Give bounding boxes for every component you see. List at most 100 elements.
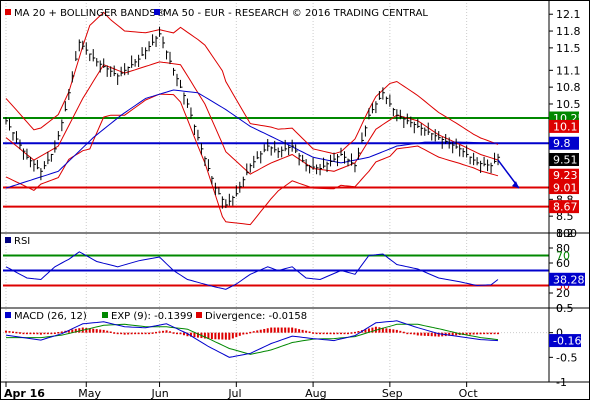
legend-label: EXP (9): -0.1399: [111, 311, 193, 322]
macd-divergence-bar: [301, 329, 304, 333]
macd-divergence-bar: [420, 332, 423, 336]
macd-divergence-bar: [95, 329, 98, 333]
macd-divergence-bar: [252, 331, 255, 333]
macd-divergence-bar: [217, 332, 220, 340]
macd-divergence-bar: [381, 327, 384, 333]
macd-divergence-bar: [8, 331, 11, 333]
macd-divergence-bar: [74, 328, 77, 333]
macd-divergence-bar: [326, 332, 329, 335]
macd-divergence-bar: [273, 327, 276, 333]
macd-divergence-bar: [322, 332, 325, 335]
macd-divergence-bar: [266, 328, 269, 333]
value-tag: [549, 200, 579, 214]
macd-divergence-bar: [364, 329, 367, 333]
macd-divergence-bar: [189, 332, 192, 337]
macd-divergence-bar: [116, 332, 119, 335]
macd-divergence-bar: [5, 330, 7, 333]
legend-label: Divergence: -0.0158: [205, 311, 307, 322]
macd-divergence-bar: [294, 328, 297, 333]
macd-divergence-bar: [353, 331, 356, 334]
legend-swatch: [196, 312, 202, 318]
macd-divergence-bar: [36, 332, 39, 335]
macd-divergence-bar: [25, 332, 28, 335]
macd-divergence-bar: [196, 332, 199, 338]
y-tick-label: 8.2: [556, 227, 574, 240]
macd-divergence-bar: [113, 332, 116, 334]
macd-divergence-bar: [123, 332, 126, 335]
y-tick-label: -0.5: [556, 351, 577, 364]
macd-divergence-bar: [350, 332, 353, 334]
ma20-line: [5, 61, 499, 175]
macd-divergence-bar: [406, 332, 409, 335]
macd-divergence-bar: [388, 328, 391, 333]
value-tag-label: 8.67: [553, 201, 578, 214]
macd-divergence-bar: [399, 330, 402, 333]
macd-divergence-bar: [430, 332, 433, 337]
legend-swatch: [154, 9, 160, 15]
macd-divergence-bar: [11, 331, 14, 333]
macd-divergence-bar: [493, 332, 496, 335]
macd-divergence-bar: [448, 332, 451, 336]
macd-divergence-bar: [336, 332, 339, 335]
macd-divergence-bar: [451, 332, 454, 336]
macd-divergence-bar: [490, 332, 493, 335]
macd-divergence-bar: [148, 332, 151, 335]
value-tag: [549, 136, 579, 150]
macd-divergence-bar: [291, 327, 294, 333]
y-tick-label: 8.5: [556, 210, 574, 223]
legend-swatch: [5, 9, 11, 15]
macd-divergence-bar: [158, 331, 161, 333]
macd-divergence-bar: [483, 332, 486, 335]
legend-swatch: [102, 312, 108, 318]
macd-divergence-bar: [46, 332, 49, 335]
macd-divergence-bar: [346, 332, 349, 335]
macd-divergence-bar: [102, 329, 105, 333]
macd-divergence-bar: [22, 332, 25, 335]
macd-divergence-bar: [32, 332, 35, 335]
macd-divergence-bar: [182, 332, 185, 336]
macd-divergence-bar: [53, 332, 56, 335]
macd-divergence-bar: [479, 332, 482, 335]
macd-divergence-bar: [392, 329, 395, 333]
macd-divergence-bar: [462, 332, 465, 335]
legend-swatch: [5, 312, 11, 318]
macd-divergence-bar: [476, 332, 479, 335]
ma50-line: [5, 89, 499, 189]
value-tag: [549, 181, 579, 195]
rsi-level-label: 70: [556, 250, 570, 263]
value-tag-label: 10.1: [553, 120, 578, 133]
value-tag-label: -0.16: [553, 335, 581, 348]
y-tick-label: 60: [556, 257, 570, 270]
macd-divergence-bar: [99, 329, 102, 333]
macd-divergence-bar: [43, 332, 46, 335]
macd-divergence-bar: [155, 331, 158, 334]
macd-divergence-bar: [106, 330, 109, 333]
macd-divergence-bar: [367, 328, 370, 333]
x-tick-label: Oct: [459, 387, 479, 400]
macd-divergence-bar: [497, 332, 500, 335]
macd-divergence-bar: [371, 327, 374, 333]
macd-divergence-bar: [343, 332, 346, 335]
macd-divergence-bar: [78, 328, 81, 333]
macd-divergence-bar: [151, 332, 154, 334]
macd-divergence-bar: [29, 332, 32, 335]
y-tick-label: 10.8: [556, 81, 581, 94]
legend-label: MA 50 - EUR - RESEARCH © 2016 TRADING CE…: [163, 8, 428, 19]
legend-swatch: [5, 237, 11, 243]
macd-divergence-bar: [15, 331, 18, 334]
macd-divergence-bar: [92, 328, 95, 333]
macd-divergence-bar: [50, 332, 53, 335]
grid-layer: [5, 3, 468, 382]
macd-divergence-bar: [395, 329, 398, 333]
macd-divergence-bar: [57, 332, 60, 334]
macd-divergence-bar: [455, 332, 458, 336]
y-tick-label: 100: [556, 227, 577, 240]
macd-divergence-bar: [127, 332, 130, 335]
macd-divergence-bar: [319, 332, 322, 335]
macd-divergence-bar: [308, 331, 311, 333]
macd-divergence-bar: [134, 332, 137, 335]
